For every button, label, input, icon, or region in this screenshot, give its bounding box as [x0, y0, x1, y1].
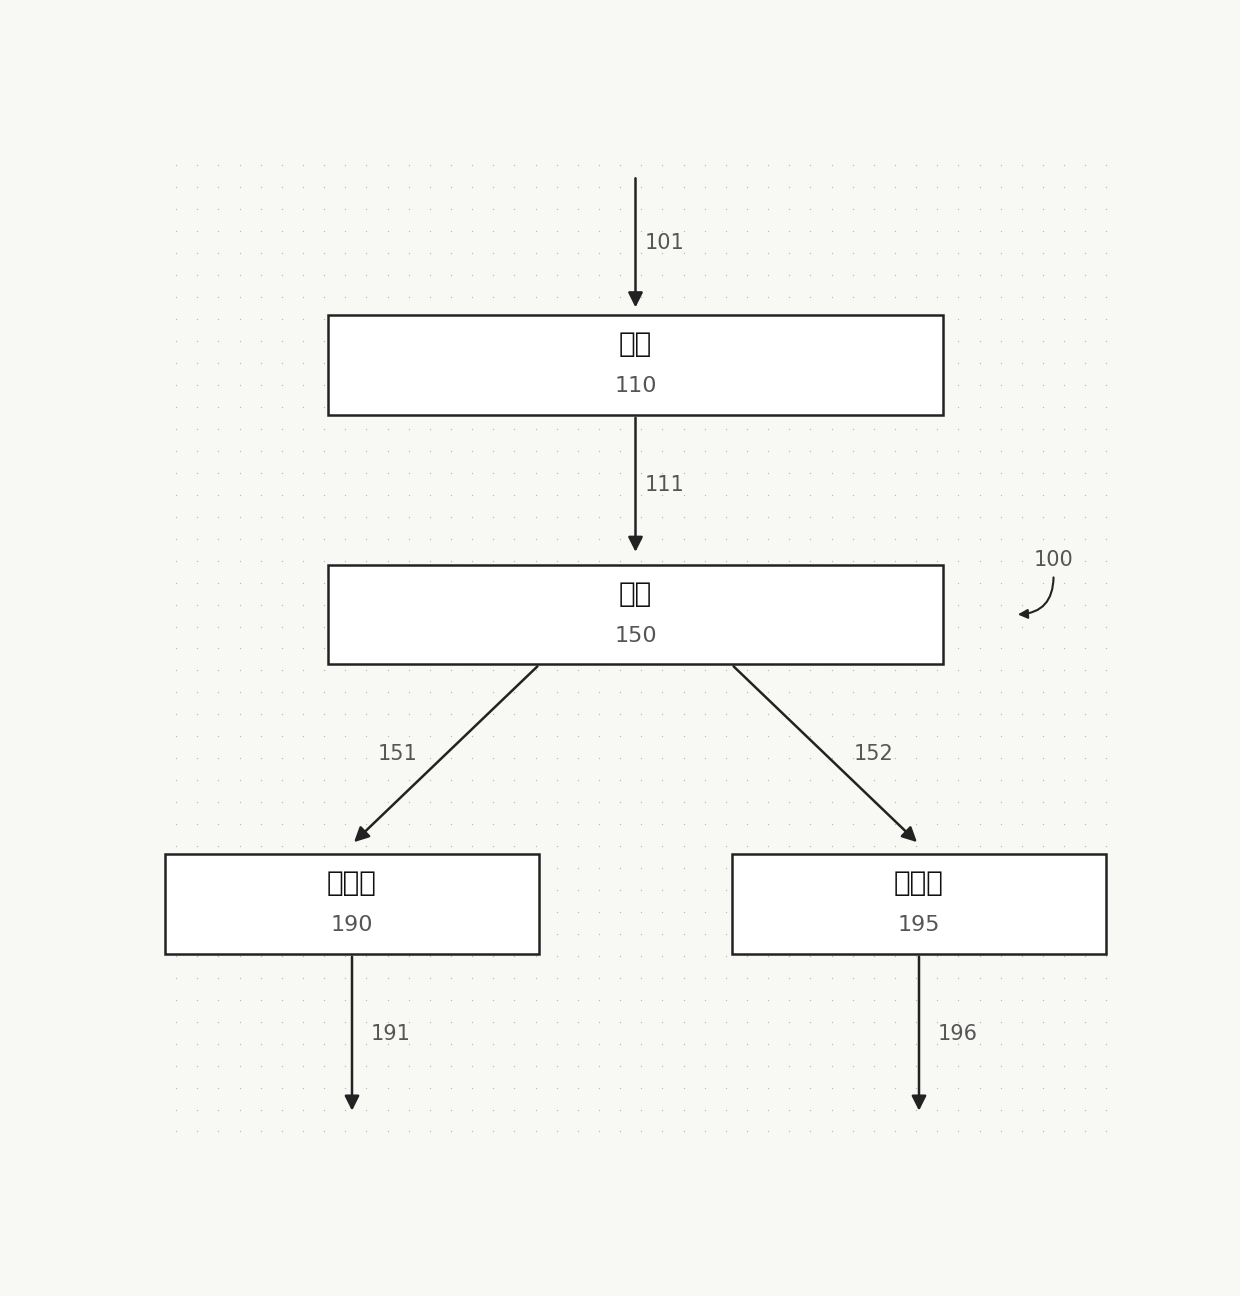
- Text: 151: 151: [378, 744, 418, 765]
- Text: 111: 111: [645, 474, 684, 495]
- Text: 后缩聚: 后缩聚: [327, 870, 377, 897]
- Text: 152: 152: [853, 744, 893, 765]
- Text: 150: 150: [614, 626, 657, 645]
- Text: 后缩聚: 后缩聚: [894, 870, 944, 897]
- Bar: [165, 854, 539, 954]
- Text: 191: 191: [371, 1024, 410, 1043]
- FancyArrowPatch shape: [1021, 578, 1054, 618]
- Text: 196: 196: [937, 1024, 977, 1043]
- Bar: [327, 315, 944, 415]
- Bar: [732, 854, 1106, 954]
- Text: 蜘发: 蜘发: [619, 330, 652, 358]
- Text: 分流: 分流: [619, 579, 652, 608]
- Text: 195: 195: [898, 915, 940, 934]
- Bar: [327, 565, 944, 665]
- Text: 101: 101: [645, 233, 684, 253]
- Text: 110: 110: [614, 376, 657, 397]
- Text: 100: 100: [1034, 550, 1074, 570]
- Text: 190: 190: [331, 915, 373, 934]
